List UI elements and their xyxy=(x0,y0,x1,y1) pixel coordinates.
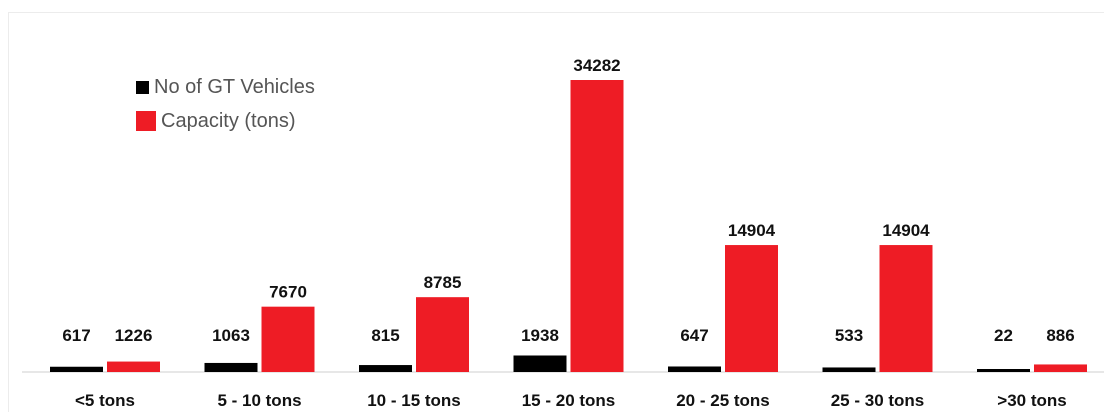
x-tick-label-2: 10 - 15 tons xyxy=(367,391,461,410)
bar-vehicles-0 xyxy=(50,366,103,372)
chart-border-left xyxy=(8,12,9,412)
data-label-vehicles-3: 1938 xyxy=(521,326,559,345)
bar-vehicles-2 xyxy=(359,365,412,372)
data-label-capacity-1: 7670 xyxy=(269,283,307,302)
bar-vehicles-6 xyxy=(977,369,1030,372)
data-label-vehicles-0: 617 xyxy=(62,326,90,345)
x-tick-label-3: 15 - 20 tons xyxy=(522,391,616,410)
data-label-capacity-5: 14904 xyxy=(882,221,930,240)
bar-capacity-3 xyxy=(570,80,624,372)
chart-legend: No of GT Vehicles Capacity (tons) xyxy=(136,70,315,138)
bar-capacity-0 xyxy=(107,361,160,372)
legend-label-vehicles: No of GT Vehicles xyxy=(154,75,315,98)
data-label-vehicles-4: 647 xyxy=(680,326,708,345)
data-label-vehicles-2: 815 xyxy=(371,326,399,345)
data-label-vehicles-1: 1063 xyxy=(212,326,250,345)
bar-vehicles-5 xyxy=(822,367,876,372)
legend-swatch-vehicles xyxy=(136,80,149,94)
x-tick-label-4: 20 - 25 tons xyxy=(676,391,770,410)
data-label-capacity-3: 34282 xyxy=(573,56,620,75)
x-tick-label-1: 5 - 10 tons xyxy=(217,391,301,410)
data-label-capacity-0: 1226 xyxy=(115,326,153,345)
data-label-capacity-4: 14904 xyxy=(728,221,776,240)
x-tick-label-6: >30 tons xyxy=(997,391,1066,410)
bar-capacity-1 xyxy=(261,306,315,372)
bar-capacity-4 xyxy=(725,245,778,372)
data-label-capacity-6: 886 xyxy=(1046,326,1074,345)
legend-label-capacity: Capacity (tons) xyxy=(161,109,296,132)
bar-capacity-2 xyxy=(416,297,469,372)
data-label-vehicles-6: 22 xyxy=(994,326,1013,345)
legend-swatch-capacity xyxy=(136,111,156,131)
bar-capacity-6 xyxy=(1034,364,1087,372)
legend-item-vehicles: No of GT Vehicles xyxy=(136,70,315,104)
data-label-capacity-2: 8785 xyxy=(424,273,462,292)
chart-border-top xyxy=(8,12,1104,13)
x-tick-label-5: 25 - 30 tons xyxy=(831,391,925,410)
bar-vehicles-4 xyxy=(668,366,721,372)
bar-vehicles-3 xyxy=(513,355,567,372)
data-label-vehicles-5: 533 xyxy=(835,326,863,345)
x-tick-label-0: <5 tons xyxy=(75,391,135,410)
bar-capacity-5 xyxy=(879,245,933,372)
legend-item-capacity: Capacity (tons) xyxy=(136,104,315,138)
bar-vehicles-1 xyxy=(204,362,258,372)
